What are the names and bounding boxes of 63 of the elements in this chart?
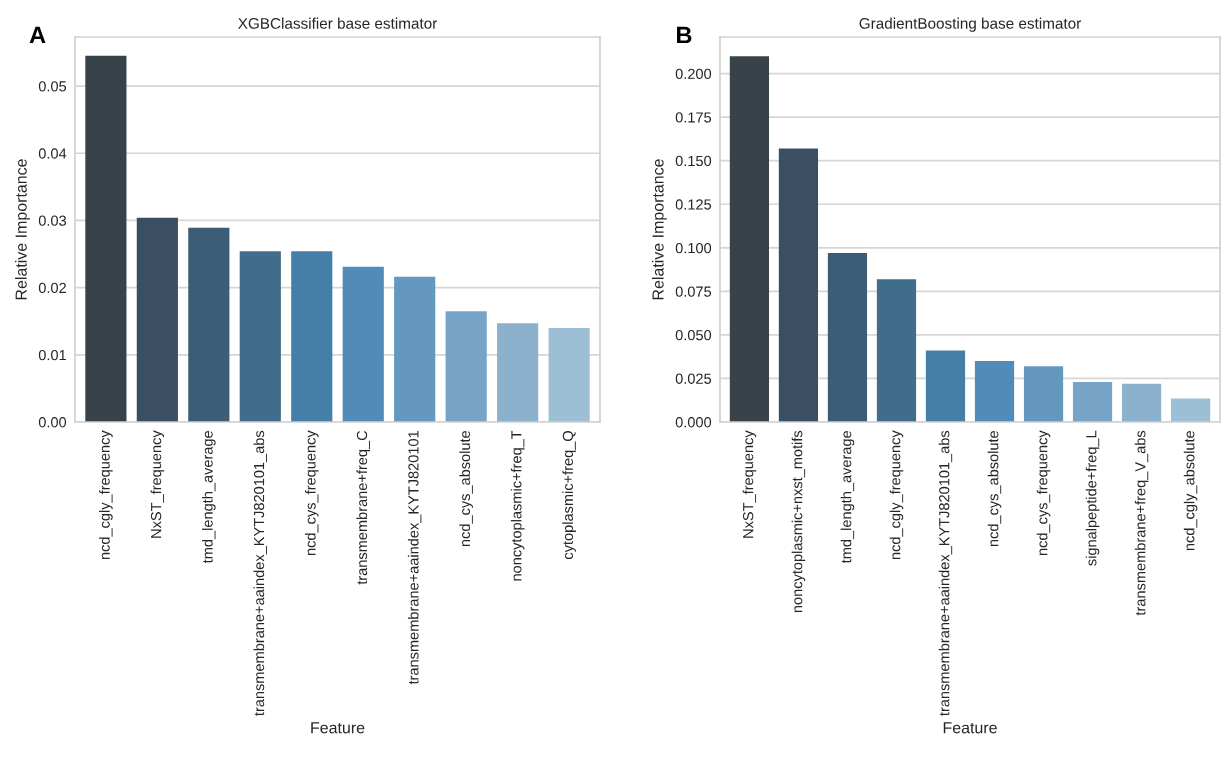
x-tick-label: ncd_cgly_frequency (889, 430, 904, 560)
bar (445, 311, 487, 422)
bar (342, 266, 384, 422)
y-tick-label: 0.050 (675, 330, 712, 341)
y-axis-title: Relative Importance (651, 159, 667, 300)
bar (925, 350, 966, 422)
bar (239, 251, 281, 422)
bar (85, 55, 127, 422)
text: B (677, 26, 692, 44)
y-tick-label: 0.025 (675, 373, 712, 384)
x-tick-label: transmembrane+aaindex_KYTJ820101_abs (253, 430, 267, 716)
chart-title: GradientBoosting base estimator (859, 17, 1081, 32)
x-tick-label: transmembrane+freq_C (356, 430, 371, 585)
x-tick-label: NxST_frequency (150, 430, 165, 538)
x-tick-label: ncd_cys_frequency (304, 430, 319, 556)
bar (291, 251, 333, 422)
bar (1121, 383, 1162, 422)
x-tick-label: cytoplasmic+freq_Q (562, 431, 576, 559)
bar (136, 217, 178, 422)
bar (1023, 366, 1064, 422)
y-tick-label: 0.075 (675, 286, 712, 297)
y-tick-label: 0.00 (38, 417, 67, 428)
y-tick-label: 0.05 (38, 81, 67, 92)
y-tick-label: 0.000 (675, 417, 712, 428)
bar (394, 276, 436, 422)
y-tick-label: 0.100 (675, 242, 712, 254)
y-tick-label: 0.03 (38, 215, 67, 226)
x-tick-label: signalpeptide+freq_L (1085, 430, 1100, 566)
x-tick-label: ncd_cgly_frequency (99, 430, 113, 560)
chart-title: XGBClassifier base estimator (238, 17, 438, 29)
y-axis-title: Relative Importance (15, 159, 30, 300)
bar (497, 323, 539, 422)
y-tick-label: 0.01 (38, 349, 66, 361)
bar (1170, 398, 1211, 422)
x-tick-label: transmembrane+freq_V_abs (1134, 430, 1149, 616)
bar (188, 227, 230, 422)
bar (827, 253, 868, 422)
x-tick-label: ncd_cys_frequency (1036, 430, 1051, 556)
y-tick-label: 0.04 (38, 148, 67, 159)
bar (548, 327, 590, 422)
bar (729, 56, 770, 422)
x-tick-label: ncd_cys_absolute (459, 430, 473, 547)
x-tick-label: tmd_length_average (202, 430, 216, 564)
y-tick-label: 0.150 (675, 155, 712, 167)
x-tick-label: NxST_frequency (742, 430, 757, 538)
text: A (29, 26, 46, 44)
bar (1072, 381, 1113, 422)
x-axis-title: Feature (943, 722, 997, 734)
y-tick-label: 0.125 (675, 199, 712, 210)
x-tick-label: transmembrane+aaindex_KYTJ820101 (407, 431, 422, 685)
bar (876, 279, 917, 422)
x-tick-label: noncytoplasmic+nxst_motifs (791, 430, 806, 613)
y-tick-label: 0.200 (675, 68, 712, 80)
x-tick-label: ncd_cys_absolute (987, 430, 1002, 547)
x-axis-title: Feature (311, 722, 365, 734)
bar (974, 361, 1015, 422)
y-tick-label: 0.175 (675, 112, 712, 123)
bar (778, 148, 819, 422)
x-tick-label: ncd_cgly_absolute (1183, 430, 1198, 551)
x-tick-label: tmd_length_average (840, 430, 855, 564)
x-tick-label: transmembrane+aaindex_KYTJ820101_abs (938, 430, 953, 716)
y-tick-label: 0.02 (38, 282, 66, 294)
x-tick-label: noncytoplasmic+freq_T (510, 430, 525, 581)
